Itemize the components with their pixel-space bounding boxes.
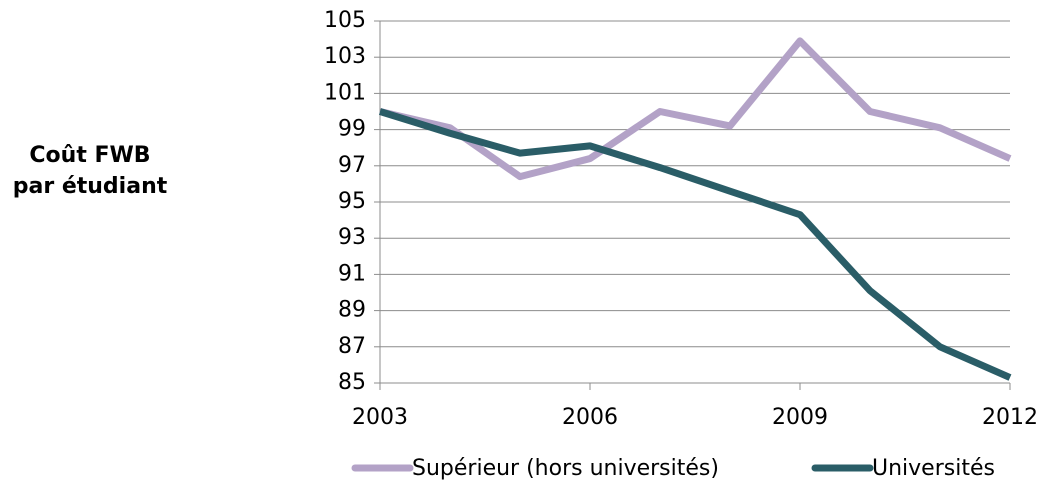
x-tick-label: 2006 — [562, 405, 618, 430]
y-tick-label: 101 — [324, 80, 366, 105]
y-tick-label: 103 — [324, 44, 366, 69]
series-line — [378, 108, 1012, 381]
y-tick-label: 93 — [338, 225, 366, 250]
series-line — [379, 37, 1012, 181]
y-tick-label: 99 — [338, 117, 366, 142]
y-tick-label: 85 — [338, 370, 366, 395]
x-tick-label: 2003 — [352, 405, 408, 430]
y-tick-label: 95 — [338, 189, 366, 214]
y-tick-label: 97 — [338, 153, 366, 178]
legend-label: Universités — [872, 456, 995, 481]
y-tick-label: 87 — [338, 334, 366, 359]
legend-label: Supérieur (hors universités) — [412, 456, 719, 481]
y-axis-label: Coût FWB par étudiant — [12, 143, 168, 199]
x-tick-label: 2012 — [982, 405, 1038, 430]
x-tick-label: 2009 — [772, 405, 828, 430]
y-tick-label: 89 — [338, 298, 366, 323]
y-tick-label: 91 — [338, 261, 366, 286]
y-tick-label: 105 — [324, 8, 366, 33]
